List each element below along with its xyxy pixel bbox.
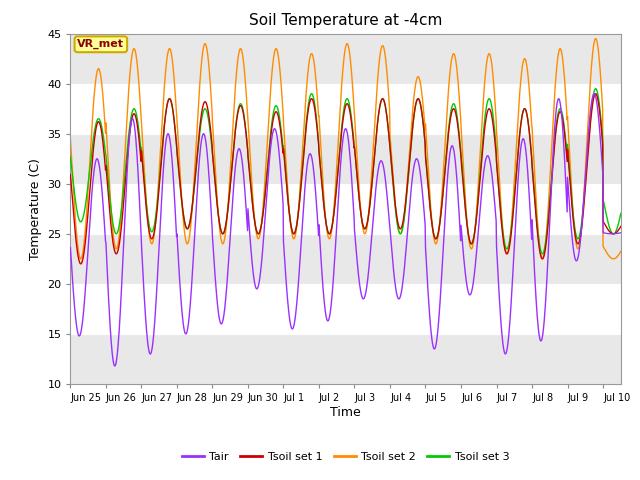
Bar [70,234,621,284]
Bar [70,134,621,184]
Bar [70,34,621,84]
Bar [70,334,621,384]
Title: Soil Temperature at -4cm: Soil Temperature at -4cm [249,13,442,28]
Legend: Tair, Tsoil set 1, Tsoil set 2, Tsoil set 3: Tair, Tsoil set 1, Tsoil set 2, Tsoil se… [177,447,514,466]
Y-axis label: Temperature (C): Temperature (C) [29,158,42,260]
X-axis label: Time: Time [330,406,361,419]
Text: VR_met: VR_met [77,39,124,49]
